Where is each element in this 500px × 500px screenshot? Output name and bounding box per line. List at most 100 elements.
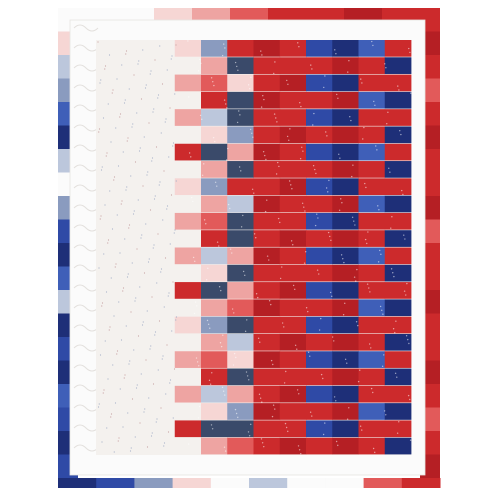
fabric-print-dot [142,49,144,51]
fabric-print-dot [164,121,166,123]
quilt-strip-patch [279,57,307,74]
fabric-print-dot [307,310,309,313]
quilt-strip-patch [384,333,412,351]
fabric-print-dot [237,416,239,419]
quilt-strip-patch [227,333,254,351]
fabric-print-dot [324,422,326,424]
fabric-print-dot [226,107,228,109]
fabric-print-dot [136,248,138,250]
fabric-print-dot [292,284,295,287]
fabric-print-dot [317,217,319,219]
fabric-print-dot [285,370,287,373]
fabric-print-dot [272,363,274,366]
quilt-strip-patch [358,316,386,334]
fabric-print-dot [369,291,371,293]
fabric-print-dot [388,167,390,169]
quilt-strip-patch [279,351,307,368]
fabric-print-dot [168,292,170,294]
fabric-print-dot [275,173,278,175]
fabric-print-dot [275,117,277,119]
fabric-print-dot [244,274,246,277]
fabric-print-dot [351,216,354,218]
fabric-print-dot [207,267,209,270]
quilt-strip-patch [279,126,307,144]
fabric-print-dot [262,151,265,153]
fabric-print-dot [104,68,106,70]
border-quilting-stitch [73,304,99,312]
fabric-print-dot [175,180,177,182]
quilt-strip-patch [201,212,228,230]
bottom-band-segment [363,478,403,488]
fabric-print-dot [154,334,156,336]
fabric-print-dot [104,65,107,67]
fabric-print-dot [291,188,293,190]
fabric-print-dot [144,408,146,410]
fabric-print-dot [253,192,255,194]
fabric-print-dot [116,78,118,80]
fabric-print-dot [165,118,167,120]
fabric-print-dot [373,100,375,103]
fabric-print-dot [154,331,157,333]
fabric-print-dot [167,431,170,433]
fabric-print-dot [237,69,239,71]
fabric-print-dot [140,373,142,375]
fabric-print-dot [139,286,141,288]
fabric-print-dot [300,105,302,108]
quilt-strip-patch [306,74,333,92]
fabric-print-dot [357,380,360,383]
fabric-print-dot [229,248,232,250]
fabric-print-dot [328,179,330,182]
quilt-strip-patch [253,57,281,74]
fabric-print-dot [120,339,123,341]
fabric-print-dot [114,266,116,268]
fabric-print-dot [285,426,288,429]
fabric-print-dot [341,202,343,204]
fabric-print-dot [395,320,397,322]
fabric-print-dot [392,328,395,330]
fabric-print-dot [190,196,193,199]
quilt-strip-patch [358,126,386,144]
fabric-print-dot [318,273,320,275]
fabric-print-dot [232,364,235,366]
border-quilting-stitch [73,444,99,452]
fabric-print-dot [156,282,158,284]
fabric-print-dot [101,302,104,304]
quilt-strip-patch [332,126,359,144]
fabric-print-dot [263,98,265,101]
fabric-print-dot [327,191,329,193]
quilt-strip-patch [253,333,281,351]
fabric-print-dot [245,371,248,373]
quilt-strip-patch [332,403,359,420]
fabric-print-dot [382,313,384,315]
border-quilting-stitch [73,24,99,32]
fabric-print-dot [98,128,101,130]
fabric-print-dot [124,238,126,240]
fabric-print-dot [394,331,396,334]
fabric-print-dot [301,146,303,148]
fabric-print-dot [307,351,310,354]
top-band-segment [268,8,307,22]
border-quilting-stitch [73,264,99,272]
quilt-strip-patch [332,247,359,265]
fabric-print-dot [316,269,319,271]
fabric-print-dot [251,188,254,190]
fabric-print-dot [171,55,173,57]
quilt-strip-patch [201,161,228,178]
fabric-print-dot [336,93,338,96]
quilt-strip-patch [279,178,307,196]
fabric-print-dot [320,317,322,320]
fabric-print-dot [99,354,102,356]
quilt-strip-patch [332,368,359,386]
fabric-print-dot [161,83,164,85]
fabric-print-dot [257,337,260,340]
fabric-print-dot [400,133,402,136]
quilt-strip-patch [253,195,281,213]
fabric-print-dot [331,336,334,338]
quilt-strip-patch [201,437,228,455]
fabric-print-dot [287,83,289,85]
fabric-print-dot [196,361,199,363]
fabric-print-dot [141,234,143,236]
quilt-strip-patch [306,403,333,420]
fabric-print-dot [301,202,304,204]
quilt-strip-patch [279,40,307,57]
